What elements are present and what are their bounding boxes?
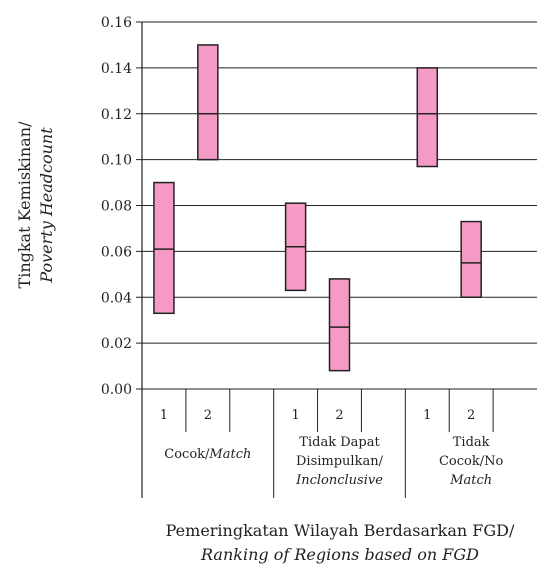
category-label: 1 bbox=[291, 408, 299, 423]
y-tick-label: 0.14 bbox=[101, 61, 132, 77]
group-label-part: Cocok/ bbox=[164, 447, 210, 462]
y-tick-label: 0.16 bbox=[101, 15, 132, 31]
y-axis-ticks: 0.00 0.02 0.04 0.06 0.08 0.10 0.12 0.14 0.16 bbox=[101, 15, 142, 398]
group-label-line: Tidak Dapat bbox=[299, 435, 380, 450]
category-label: 2 bbox=[467, 408, 475, 423]
y-tick-label: 0.02 bbox=[101, 336, 132, 352]
x-axis-label-line2: Ranking of Regions based on FGD bbox=[200, 545, 479, 564]
y-tick-label: 0.08 bbox=[101, 199, 132, 215]
y-tick-label: 0.00 bbox=[101, 382, 132, 398]
group-label-line: Disimpulkan/ bbox=[296, 454, 384, 469]
group-label-line: Inclonclusive bbox=[295, 473, 383, 488]
category-label: 1 bbox=[160, 408, 168, 423]
x-axis-label-line1: Pemeringkatan Wilayah Berdasarkan FGD/ bbox=[166, 521, 515, 540]
boxes bbox=[153, 44, 482, 372]
y-tick-label: 0.04 bbox=[101, 290, 132, 306]
box-rect bbox=[153, 181, 175, 315]
group-label-part: Match bbox=[208, 447, 251, 462]
group-label: Cocok/Match bbox=[164, 447, 251, 462]
box-rect bbox=[328, 278, 351, 372]
group-label-line: Cocok/No bbox=[439, 454, 504, 469]
box-rect bbox=[460, 220, 482, 298]
group-label-line: Match bbox=[449, 473, 492, 488]
category-label: 2 bbox=[204, 408, 212, 423]
y-axis-label-line2: Poverty Headcount bbox=[37, 127, 56, 284]
group-label-line: Tidak bbox=[453, 435, 490, 450]
category-label: 2 bbox=[335, 408, 343, 423]
x-axis-categories: Cocok/Match 1 2 Tidak Dapat Disimpulkan/Incl… bbox=[160, 389, 504, 498]
y-axis-label-line1: Tingkat Kemiskinan/ bbox=[15, 121, 34, 289]
box-rect bbox=[416, 67, 439, 168]
y-tick-label: 0.10 bbox=[101, 153, 132, 169]
box-rect bbox=[197, 44, 219, 161]
y-axis-label: Tingkat Kemiskinan/ Poverty Headcount bbox=[15, 121, 56, 289]
category-label: 1 bbox=[423, 408, 431, 423]
y-tick-label: 0.06 bbox=[101, 244, 132, 260]
y-tick-label: 0.12 bbox=[101, 107, 132, 123]
